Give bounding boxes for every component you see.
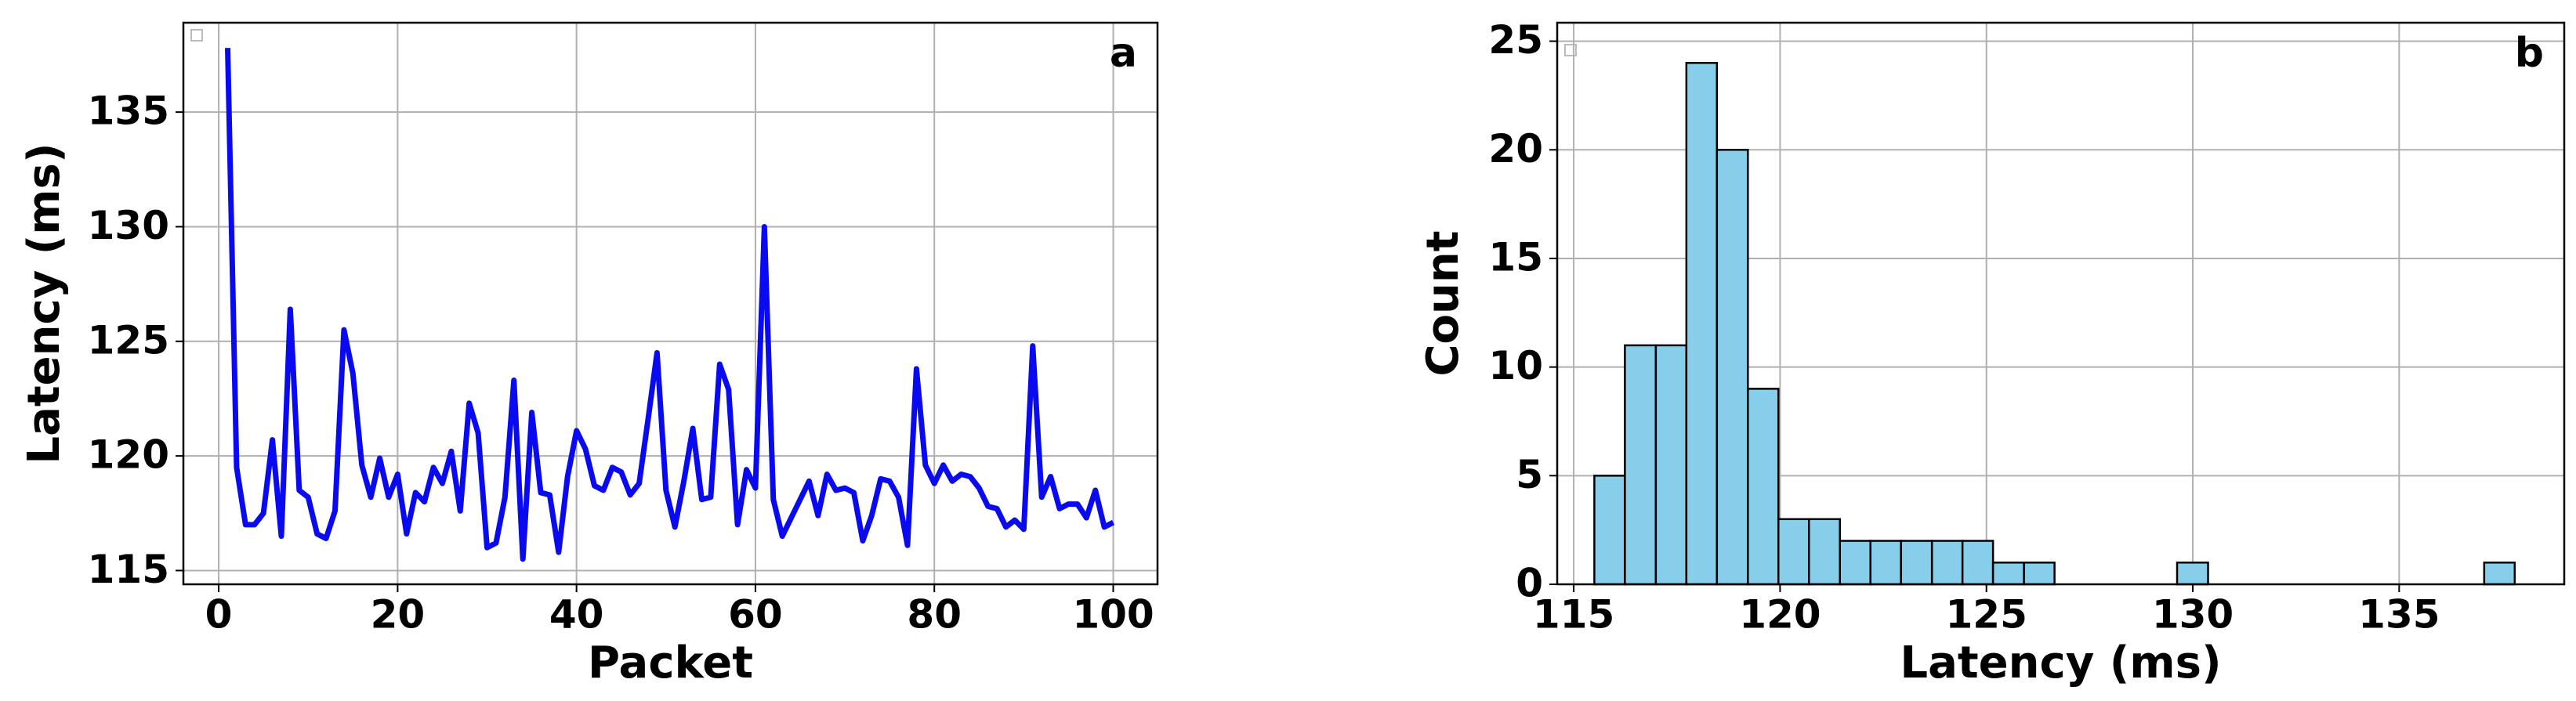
plot-frame	[1556, 21, 2566, 586]
x-tick-label: 80	[907, 592, 962, 638]
histogram-bar	[1685, 62, 1719, 586]
panel: 0 20 40 60 80 100 115 120 125 130 135 a Packet Latenc…	[19, 21, 1159, 688]
y-tick-label: 120	[88, 432, 169, 478]
y-tick-label: 125	[88, 317, 169, 363]
y-axis-label: Count	[1418, 230, 1469, 376]
x-tick-label: 20	[371, 592, 426, 638]
y-tick-label: 15	[1488, 234, 1543, 280]
histogram-bar	[1777, 518, 1810, 586]
x-tick-label: 40	[549, 592, 604, 638]
histogram-bar	[1930, 540, 1964, 586]
histogram-bar	[2483, 562, 2516, 586]
y-tick-label: 10	[1488, 343, 1543, 388]
histogram-bar	[1624, 344, 1658, 586]
y-tick-label: 20	[1488, 126, 1543, 172]
histogram-bar	[1869, 540, 1902, 586]
y-tick-label: 135	[88, 89, 169, 134]
histogram-bar	[1747, 388, 1780, 586]
y-tick-label: 115	[88, 547, 169, 592]
x-tick-label: 120	[1739, 592, 1821, 638]
x-tick-label: 60	[728, 592, 783, 638]
empty-legend	[190, 29, 203, 42]
histogram-bar	[1839, 540, 1871, 586]
x-axis-label: Packet	[588, 638, 753, 688]
histogram-bar	[1593, 475, 1626, 586]
x-axis-label: Latency (ms)	[1900, 638, 2221, 688]
panel-annotation: b	[2515, 30, 2544, 77]
histogram-bar	[1716, 149, 1749, 586]
histogram-bar	[1654, 344, 1688, 586]
y-tick-label: 25	[1488, 17, 1543, 63]
histogram-bar	[1991, 562, 2025, 586]
x-tick-label: 0	[205, 592, 233, 638]
histogram-bar	[1900, 540, 1933, 586]
panel: 115 120 125 130 135 0 5 10 15 20 25 b Latency (ms) Co…	[1418, 17, 2566, 688]
y-axis-label: Latency (ms)	[19, 143, 70, 464]
y-tick-label: 0	[1516, 561, 1543, 606]
data-line	[225, 48, 1115, 562]
x-tick-label: 100	[1072, 592, 1154, 638]
histogram-bar	[1808, 518, 1841, 586]
histogram-bar	[1961, 540, 1994, 586]
x-tick-label: 115	[1533, 592, 1614, 638]
histogram-bar	[2176, 562, 2209, 586]
y-tick-label: 130	[88, 203, 169, 248]
y-tick-label: 5	[1516, 452, 1543, 497]
x-tick-label: 130	[2152, 592, 2234, 638]
x-tick-label: 135	[2358, 592, 2440, 638]
histogram-bar	[2023, 562, 2056, 586]
plot-frame	[182, 21, 1159, 586]
panel-annotation: a	[1110, 30, 1137, 77]
x-tick-label: 125	[1946, 592, 2027, 638]
